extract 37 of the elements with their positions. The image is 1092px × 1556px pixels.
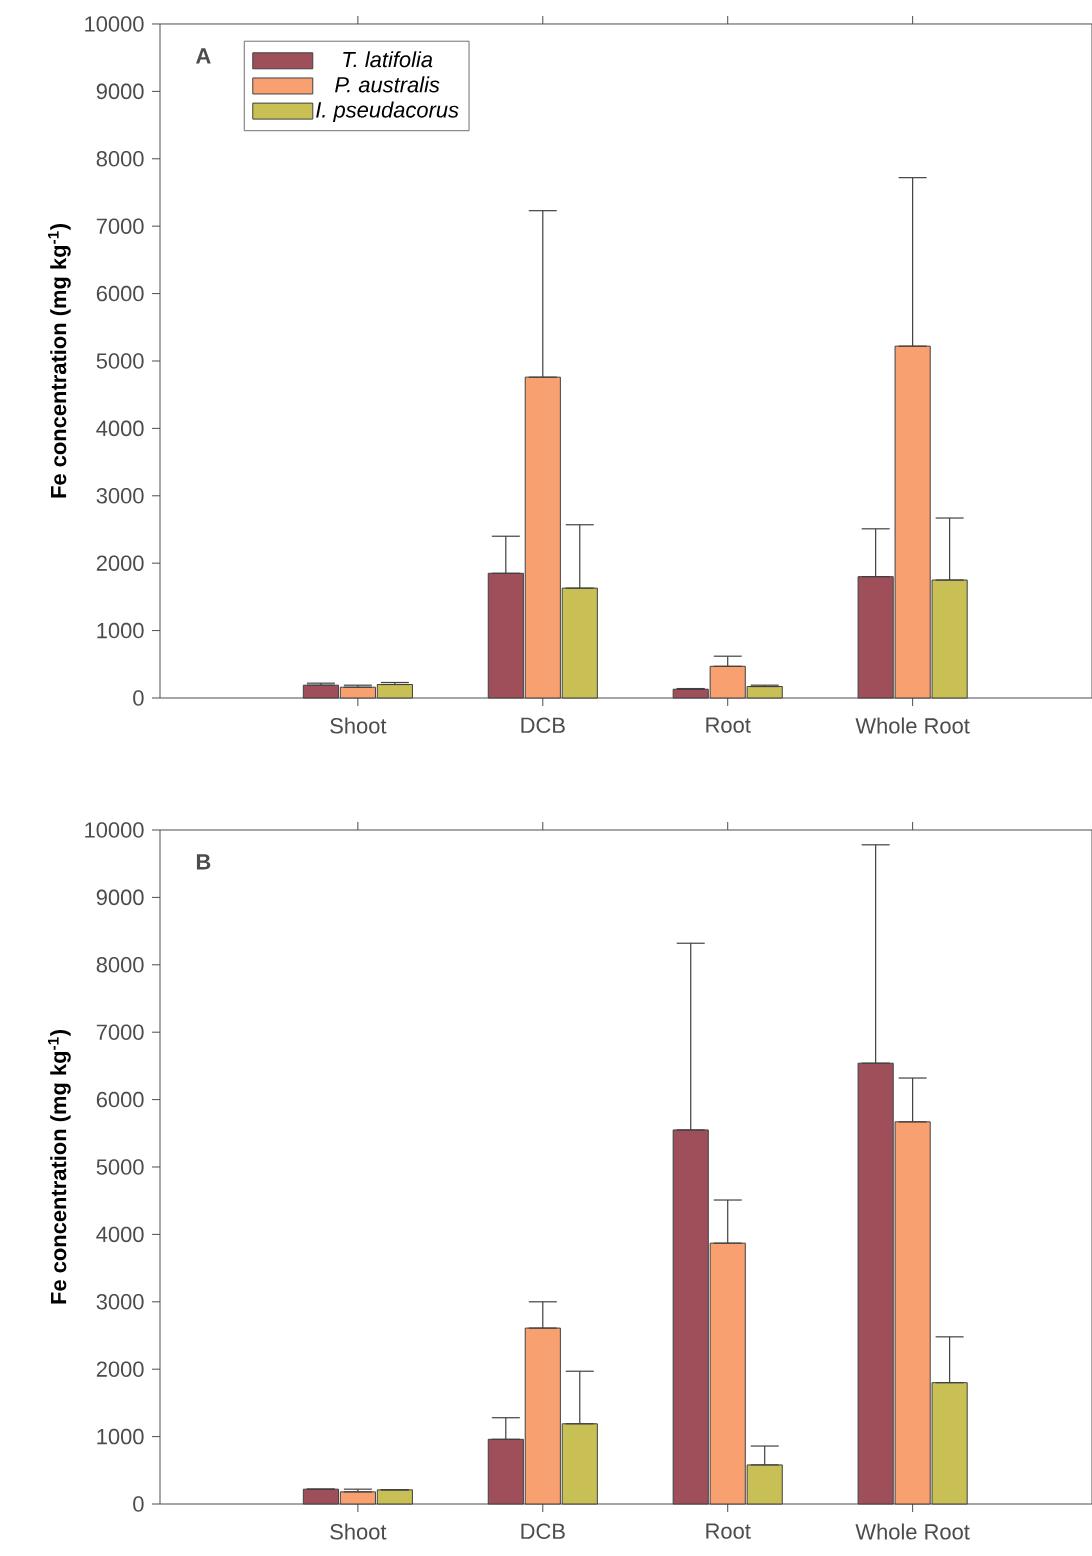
x-tick-label: Root	[706, 717, 751, 733]
y-tick-label: 6000	[96, 1091, 144, 1108]
legend-label: T. latifolia	[343, 51, 433, 68]
y-tick-label: 10000	[85, 16, 144, 32]
y-tick-label: 5000	[96, 1159, 144, 1175]
y-tick-label: 0	[133, 1496, 144, 1512]
y-tick-label: 9000	[96, 83, 144, 100]
x-tick-label: Shoot	[330, 1523, 387, 1540]
y-tick-label: 8000	[96, 957, 144, 973]
annotation: B	[196, 854, 211, 870]
y-tick-label: 3000	[96, 1294, 144, 1310]
y-tick-label: 4000	[96, 420, 144, 437]
y-tick-label: 2000	[96, 1361, 144, 1377]
y-tick-label: 4000	[96, 1226, 144, 1243]
legend-label: I. pseudacorus	[316, 101, 459, 122]
legend-label: P. australis	[335, 76, 440, 93]
y-tick-label: 6000	[96, 285, 144, 302]
y-tick-label: 9000	[96, 889, 144, 906]
y-tick-label: 5000	[96, 353, 144, 369]
annotation: A	[196, 48, 211, 64]
x-tick-label: Root	[706, 1523, 751, 1539]
y-tick-label: 1000	[97, 1428, 144, 1445]
x-tick-label: DCB	[521, 1523, 565, 1540]
y-tick-label: 3000	[96, 488, 144, 504]
y-tick-label: 1000	[97, 622, 144, 639]
y-tick-label: 10000	[85, 822, 144, 838]
y-axis-title: Fe concentration (mg kg$^{-1}$)	[48, 224, 71, 498]
x-tick-label: DCB	[521, 717, 565, 734]
y-tick-label: 8000	[96, 151, 144, 167]
x-tick-label: Whole Root	[855, 717, 970, 734]
x-tick-label: Whole Root	[855, 1523, 970, 1540]
y-tick-label: 7000	[96, 218, 144, 234]
y-tick-label: 7000	[96, 1024, 144, 1040]
x-tick-label: Shoot	[330, 717, 387, 734]
y-axis-title: Fe concentration (mg kg$^{-1}$)	[48, 1030, 71, 1304]
y-tick-label: 2000	[96, 555, 144, 571]
y-tick-label: 0	[133, 690, 144, 706]
